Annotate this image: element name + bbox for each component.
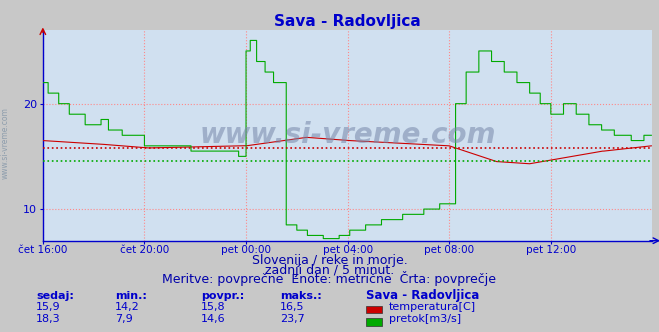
Text: Sava - Radovljica: Sava - Radovljica: [366, 289, 479, 302]
Text: 15,8: 15,8: [201, 302, 225, 312]
Text: sedaj:: sedaj:: [36, 291, 74, 301]
Text: Slovenija / reke in morje.: Slovenija / reke in morje.: [252, 254, 407, 267]
Text: 14,2: 14,2: [115, 302, 140, 312]
Text: 18,3: 18,3: [36, 314, 61, 324]
Text: Meritve: povprečne  Enote: metrične  Črta: povprečje: Meritve: povprečne Enote: metrične Črta:…: [163, 271, 496, 286]
Text: 16,5: 16,5: [280, 302, 304, 312]
Title: Sava - Radovljica: Sava - Radovljica: [274, 14, 421, 29]
Text: 23,7: 23,7: [280, 314, 305, 324]
Text: zadnji dan / 5 minut.: zadnji dan / 5 minut.: [265, 264, 394, 277]
Text: 14,6: 14,6: [201, 314, 225, 324]
Text: 7,9: 7,9: [115, 314, 133, 324]
Text: min.:: min.:: [115, 291, 147, 301]
Text: temperatura[C]: temperatura[C]: [389, 302, 476, 312]
Text: maks.:: maks.:: [280, 291, 322, 301]
Text: www.si-vreme.com: www.si-vreme.com: [200, 121, 496, 149]
Text: pretok[m3/s]: pretok[m3/s]: [389, 314, 461, 324]
Text: 15,9: 15,9: [36, 302, 61, 312]
Text: www.si-vreme.com: www.si-vreme.com: [1, 107, 10, 179]
Text: povpr.:: povpr.:: [201, 291, 244, 301]
